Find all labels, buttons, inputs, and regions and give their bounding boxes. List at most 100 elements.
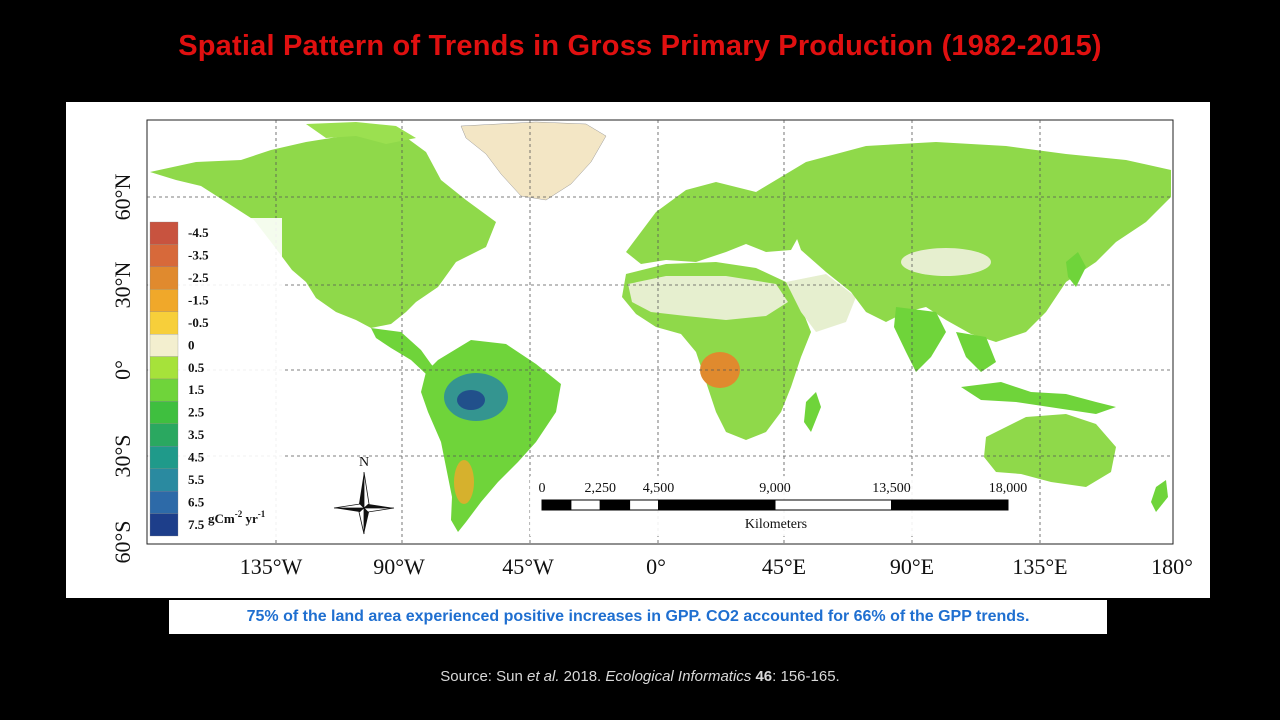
longitude-label: 45°W	[502, 554, 554, 579]
legend-swatch	[149, 401, 179, 425]
source-journal: Ecological Informatics	[605, 668, 752, 685]
legend-swatch	[149, 221, 179, 245]
legend-class-label: 5.5	[188, 472, 205, 487]
legend-unit-exp1: -2	[235, 509, 243, 519]
land-masses	[150, 121, 1171, 532]
legend-class-label: 4.5	[188, 450, 205, 465]
scale-tick-label: 9,000	[759, 481, 791, 496]
legend: -4.5 -3.5 -2.5 -1.5 -0.5 0 0.5 1.5 2.5 3.5 4.5 5.5 6…	[148, 218, 282, 540]
legend-class-label: 3.5	[188, 427, 205, 442]
caption-text: 75% of the land area experienced positiv…	[246, 608, 1030, 625]
source-citation: Source: Sun et al. 2018. Ecological Info…	[0, 668, 1280, 685]
scale-segment	[541, 499, 572, 511]
scale-segment	[774, 499, 892, 511]
legend-swatch	[149, 378, 179, 402]
legend-class-label: -0.5	[188, 315, 209, 330]
south-arrow-pointer	[364, 508, 369, 534]
legend-swatch	[149, 311, 179, 335]
arctic-islands	[306, 122, 416, 144]
longitude-label: 135°W	[240, 554, 303, 579]
legend-swatch	[149, 468, 179, 492]
source-etal: et al.	[526, 668, 560, 685]
legend-swatch	[149, 446, 179, 469]
scale-bar: 0 2,250 4,500 9,000 13,500 18,000 Kilometers	[530, 476, 1027, 536]
greenland	[460, 121, 607, 201]
latitude-label: 60°S	[110, 520, 135, 563]
slide-title: Spatial Pattern of Trends in Gross Prima…	[178, 30, 1102, 62]
legend-unit-exp2: -1	[258, 509, 266, 519]
legend-unit-mid: yr	[242, 511, 258, 526]
asia	[756, 142, 1171, 342]
legend-swatch	[149, 356, 179, 380]
legend-unit-base: gCm	[208, 511, 235, 526]
scale-segment	[629, 499, 659, 511]
source-middle: 2018.	[559, 668, 606, 685]
longitude-label: 90°E	[890, 554, 934, 579]
india	[894, 307, 946, 372]
southeast-asia	[956, 332, 996, 372]
scale-tick-label: 13,500	[872, 481, 911, 496]
longitude-label: 135°E	[1012, 554, 1067, 579]
central-america	[371, 328, 438, 374]
japan	[1066, 252, 1086, 287]
patagonia-decrease	[454, 460, 474, 504]
latitude-label: 0°	[110, 360, 135, 380]
legend-class-label: 0	[188, 337, 195, 352]
longitude-label: 0°	[646, 554, 666, 579]
north-america	[150, 130, 496, 328]
legend-swatch	[149, 490, 179, 514]
scale-segment	[599, 499, 631, 511]
longitude-label: 90°W	[373, 554, 425, 579]
europe	[626, 182, 801, 264]
source-pages: : 156-165.	[772, 668, 840, 685]
legend-swatch	[149, 244, 179, 268]
graticule	[147, 120, 1173, 544]
source-volume: 46	[755, 668, 773, 685]
madagascar	[804, 392, 821, 432]
scale-segment	[570, 499, 601, 511]
east-arrow-pointer	[364, 504, 394, 508]
scale-tick-label: 2,250	[585, 481, 617, 496]
legend-class-label: 2.5	[188, 405, 205, 420]
longitude-label: 180°	[1151, 554, 1193, 579]
legend-class-label: 7.5	[188, 517, 205, 532]
north-arrow: N	[333, 455, 395, 535]
longitude-label: 45°E	[762, 554, 806, 579]
east-arrow-pointer-light	[363, 507, 395, 513]
scale-tick-label: 0	[539, 481, 546, 496]
legend-class-label: 6.5	[188, 494, 205, 509]
scale-tick-labels: 0 2,250 4,500 9,000 13,500 18,000	[539, 481, 1028, 496]
legend-class-label: -4.5	[188, 225, 209, 240]
latitude-label: 60°N	[110, 174, 135, 221]
latitude-label: 30°S	[110, 434, 135, 477]
scale-segment	[658, 499, 776, 511]
scale-segments	[541, 499, 1009, 511]
central-asia-neutral	[901, 248, 991, 276]
legend-labels: -4.5 -3.5 -2.5 -1.5 -0.5 0 0.5 1.5 2.5 3.5 4.5 5.5 6…	[188, 225, 209, 532]
scale-segment	[891, 499, 1009, 511]
figure-panel: 60°N 30°N 0° 30°S 60°S 135°W 90°W 45°W 0° 45°E 90…	[66, 102, 1210, 598]
gpp-trend-map: 60°N 30°N 0° 30°S 60°S 135°W 90°W 45°W 0° 45°E 90…	[110, 119, 1193, 579]
legend-class-label: 0.5	[188, 360, 205, 375]
legend-swatch	[149, 266, 179, 290]
legend-unit: gCm-2 yr-1	[208, 509, 266, 526]
north-arrow-pointer	[359, 472, 364, 508]
caption-box: 75% of the land area experienced positiv…	[169, 600, 1107, 634]
legend-class-label: -3.5	[188, 248, 209, 263]
latitude-labels: 60°N 30°N 0° 30°S 60°S	[110, 174, 135, 564]
new-zealand	[1151, 480, 1168, 512]
legend-swatch	[149, 513, 179, 537]
scale-tick-label: 4,500	[643, 481, 675, 496]
australia	[984, 414, 1116, 487]
scale-unit: Kilometers	[745, 517, 807, 532]
legend-class-label: -2.5	[188, 270, 209, 285]
legend-swatch	[149, 423, 179, 447]
sahara	[628, 276, 788, 320]
latitude-label: 30°N	[110, 262, 135, 309]
arabia	[786, 274, 856, 332]
indonesia	[961, 382, 1116, 414]
legend-swatches	[149, 221, 179, 537]
legend-class-label: -1.5	[188, 293, 209, 308]
north-arrow-label: N	[359, 455, 369, 470]
legend-swatch	[149, 289, 179, 312]
